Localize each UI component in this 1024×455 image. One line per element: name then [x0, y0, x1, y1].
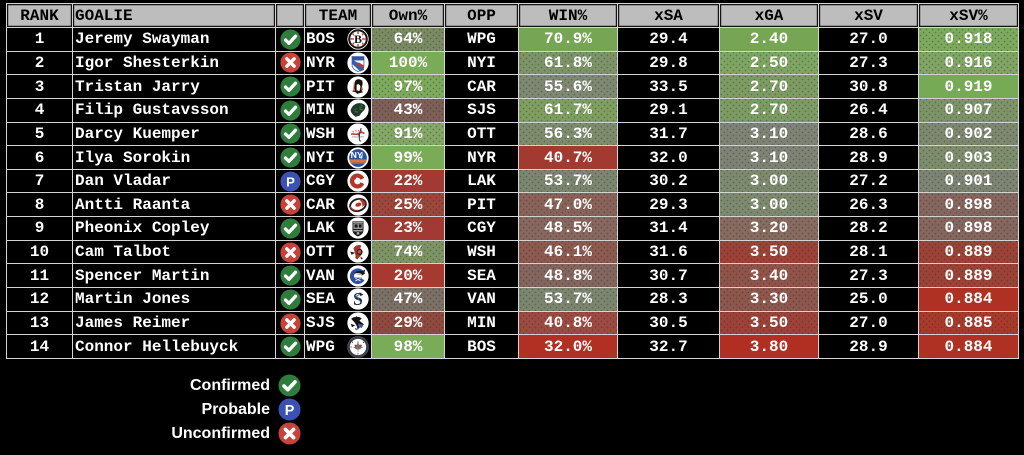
svg-text:B: B [354, 33, 362, 47]
svg-text:NY: NY [350, 150, 362, 160]
svg-text:P: P [286, 174, 295, 189]
svg-text:P: P [285, 403, 295, 419]
